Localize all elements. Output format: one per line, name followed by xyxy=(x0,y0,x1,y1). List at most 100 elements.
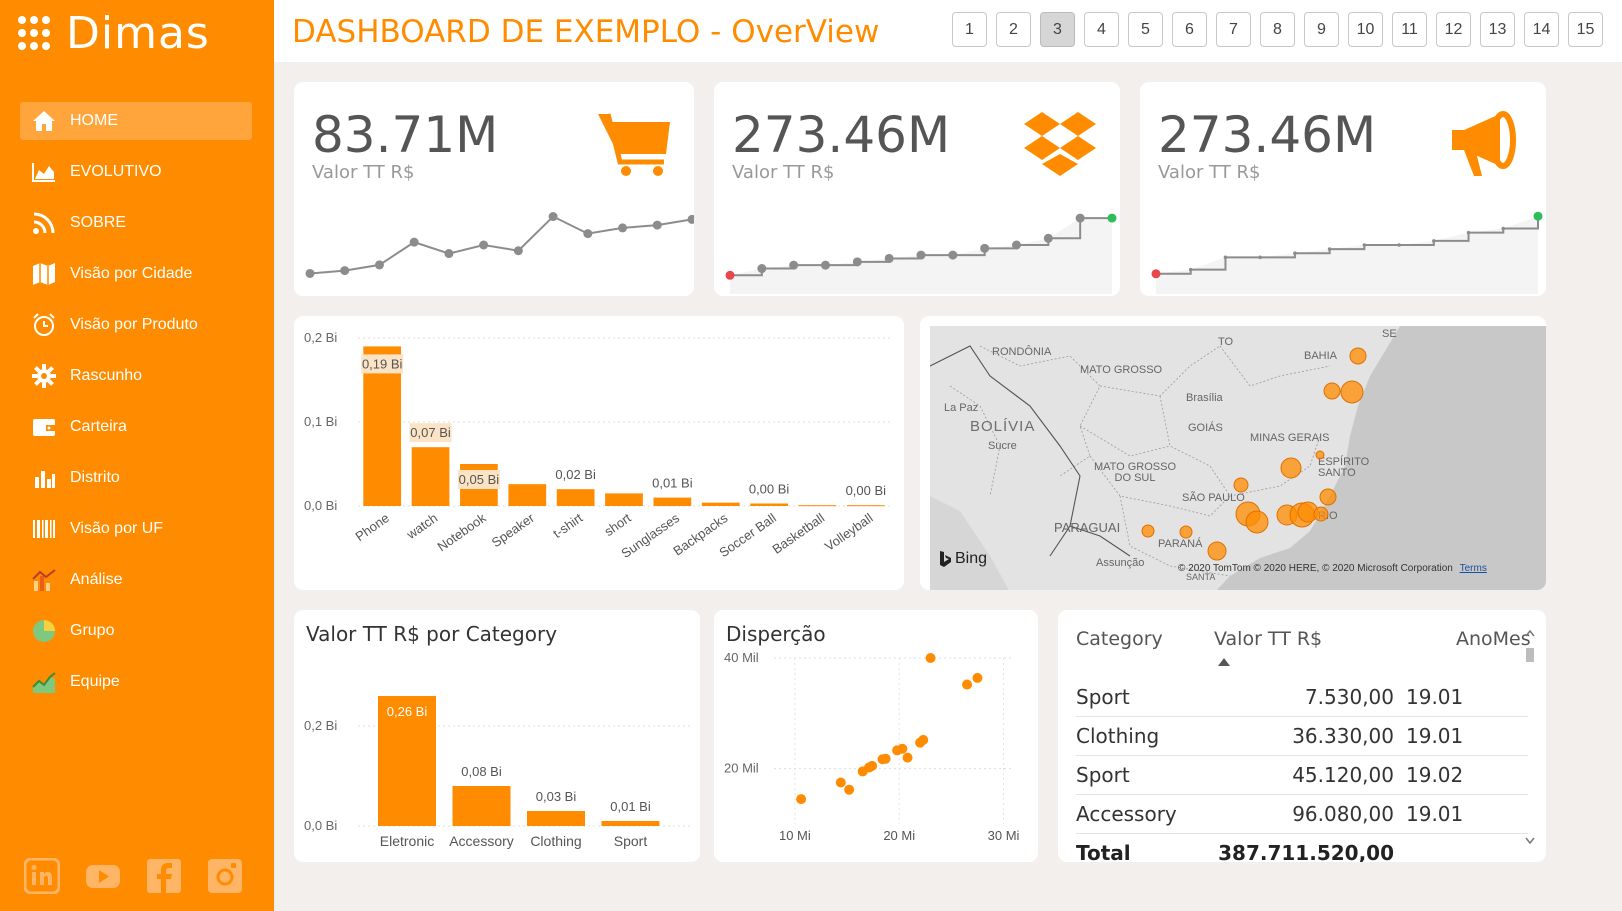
table-row[interactable]: Sport 7.530,00 19.01 xyxy=(1076,678,1528,717)
kpi-card-megaphone[interactable]: 273.46M Valor TT R$ xyxy=(1140,82,1546,296)
sidebar-item-distrito[interactable]: Distrito xyxy=(20,459,252,497)
data-label: 0,03 Bi xyxy=(536,789,577,804)
scatter-point xyxy=(867,760,878,771)
pie-chart-icon xyxy=(30,618,58,644)
y-tick-label: 0,2 Bi xyxy=(304,718,337,733)
table-row[interactable]: Accessory 96.080,00 19.01 xyxy=(1076,795,1528,834)
table-card[interactable]: Category Valor TT R$ AnoMes Sport 7.530,… xyxy=(1058,610,1546,862)
barcode-icon xyxy=(30,516,58,542)
sidebar-item-visao-por-cidade[interactable]: Visão por Cidade xyxy=(20,255,252,293)
home-icon xyxy=(30,108,58,134)
category-bar-chart-card[interactable]: Valor TT R$ por Category 0,0 Bi 0,2 Bi 0,2… xyxy=(294,610,700,862)
alarm-clock-icon xyxy=(30,312,58,338)
linkedin-icon[interactable] xyxy=(23,857,61,895)
map-bubble xyxy=(1207,541,1227,561)
page-button-14[interactable]: 14 xyxy=(1524,12,1559,47)
sidebar-item-evolutivo[interactable]: EVOLUTIVO xyxy=(20,153,252,191)
spark-point xyxy=(852,257,862,267)
page-button-6[interactable]: 6 xyxy=(1172,12,1207,47)
sparkline-chart xyxy=(725,213,1117,294)
map-icon xyxy=(30,261,58,287)
x-tick-label: Phone xyxy=(353,510,392,544)
product-bar-chart-card[interactable]: 0,0 Bi 0,1 Bi 0,2 Bi 0,19 Bi Phone 0,07 Bi wat… xyxy=(294,316,904,590)
map-copyright: © 2020 TomTom © 2020 HERE, © 2020 Micros… xyxy=(1178,563,1453,574)
sidebar-item-grupo[interactable]: Grupo xyxy=(20,612,252,650)
spark-point xyxy=(340,266,350,276)
page-button-15[interactable]: 15 xyxy=(1568,12,1603,47)
spark-point xyxy=(305,268,315,278)
sidebar-item-label: EVOLUTIVO xyxy=(70,163,162,180)
sidebar-item-label: Visão por Produto xyxy=(70,316,198,333)
page-button-13[interactable]: 13 xyxy=(1480,12,1515,47)
sidebar-item-equipe[interactable]: Equipe xyxy=(20,663,252,701)
sidebar-item-visao-por-uf[interactable]: Visão por UF xyxy=(20,510,252,548)
table-row[interactable]: Clothing 36.330,00 19.01 xyxy=(1076,717,1528,756)
cell-anomes: 19.02 xyxy=(1406,763,1464,787)
instagram-icon[interactable] xyxy=(207,858,243,894)
scatter-point xyxy=(844,784,855,795)
bar xyxy=(605,493,643,506)
scatter-chart: 20 Mil 40 Mil 10 Mi 20 Mi 30 Mi xyxy=(724,650,1020,843)
page-button-11[interactable]: 11 xyxy=(1392,12,1427,47)
data-label: 0,01 Bi xyxy=(652,476,693,491)
brand-logo[interactable]: Dimas xyxy=(18,8,210,59)
kpi-card-dropbox[interactable]: 273.46M Valor TT R$ xyxy=(714,82,1120,296)
page-button-2[interactable]: 2 xyxy=(996,12,1031,47)
youtube-icon[interactable] xyxy=(85,858,121,894)
bar-chart-icon xyxy=(30,465,58,491)
page-button-1[interactable]: 1 xyxy=(952,12,987,47)
x-tick-label: 30 Mi xyxy=(988,828,1020,843)
scatter-point xyxy=(962,679,973,690)
sidebar-item-home[interactable]: HOME xyxy=(20,102,252,140)
page-button-5[interactable]: 5 xyxy=(1128,12,1163,47)
data-label: 0,26 Bi xyxy=(387,704,428,719)
page-button-9[interactable]: 9 xyxy=(1304,12,1339,47)
sidebar-item-visao-por-produto[interactable]: Visão por Produto xyxy=(20,306,252,344)
map-label: RONDÔNIA xyxy=(992,346,1052,358)
column-header-valor[interactable]: Valor TT R$ xyxy=(1204,628,1394,678)
spark-point xyxy=(1432,239,1436,243)
page-button-12[interactable]: 12 xyxy=(1436,12,1471,47)
spark-point xyxy=(409,237,419,247)
page-button-8[interactable]: 8 xyxy=(1260,12,1295,47)
scatter-chart-card[interactable]: Disperção 20 Mil 40 Mil 10 Mi 20 Mi 30 Mi xyxy=(714,610,1038,862)
spark-point xyxy=(1293,251,1297,256)
page-button-4[interactable]: 4 xyxy=(1084,12,1119,47)
chart-analysis-icon xyxy=(30,567,58,593)
column-header-anomes[interactable]: AnoMes xyxy=(1456,628,1531,650)
spark-point xyxy=(1188,267,1193,272)
table-scrollbar[interactable] xyxy=(1524,628,1536,848)
x-tick-label: Eletronic xyxy=(380,833,434,849)
sidebar-item-rascunho[interactable]: Rascunho xyxy=(20,357,252,395)
map-label: PARAGUAI xyxy=(1054,520,1121,535)
sidebar-nav: HOME EVOLUTIVO SOBRE Visão por Cidade Vi… xyxy=(20,102,252,714)
x-tick-label: 20 Mi xyxy=(883,828,915,843)
column-header-category[interactable]: Category xyxy=(1076,628,1163,650)
facebook-icon[interactable] xyxy=(146,858,182,894)
spark-point xyxy=(1501,226,1506,231)
map-label: Sucre xyxy=(988,440,1017,452)
map-label: SE xyxy=(1382,328,1397,340)
sidebar-item-analise[interactable]: Análise xyxy=(20,561,252,599)
terms-link[interactable]: Terms xyxy=(1459,563,1487,574)
map-visual[interactable]: RONDÔNIA MATO GROSSO TO BAHIA SE La Paz … xyxy=(930,326,1546,590)
spark-line xyxy=(309,215,693,275)
spark-point xyxy=(374,260,384,270)
spark-point xyxy=(1397,243,1401,247)
table-row[interactable]: Sport 45.120,00 19.02 xyxy=(1076,756,1528,795)
map-card[interactable]: RONDÔNIA MATO GROSSO TO BAHIA SE La Paz … xyxy=(920,316,1546,590)
cell-anomes: 19.01 xyxy=(1406,685,1464,709)
sidebar-item-carteira[interactable]: Carteira xyxy=(20,408,252,446)
sidebar-item-sobre[interactable]: SOBRE xyxy=(20,204,252,242)
scatter-point xyxy=(972,672,983,683)
rss-icon xyxy=(30,210,58,236)
map-bubble xyxy=(1340,380,1364,404)
spark-point xyxy=(548,212,558,222)
page-button-7[interactable]: 7 xyxy=(1216,12,1251,47)
page-button-3[interactable]: 3 xyxy=(1040,12,1075,47)
kpi-value: 273.46M xyxy=(732,106,951,164)
page-button-10[interactable]: 10 xyxy=(1348,12,1383,47)
map-label: ESPÍRITO SANTO xyxy=(1318,456,1370,479)
spark-point xyxy=(583,229,593,239)
kpi-card-cart[interactable]: 83.71M Valor TT R$ xyxy=(294,82,694,296)
